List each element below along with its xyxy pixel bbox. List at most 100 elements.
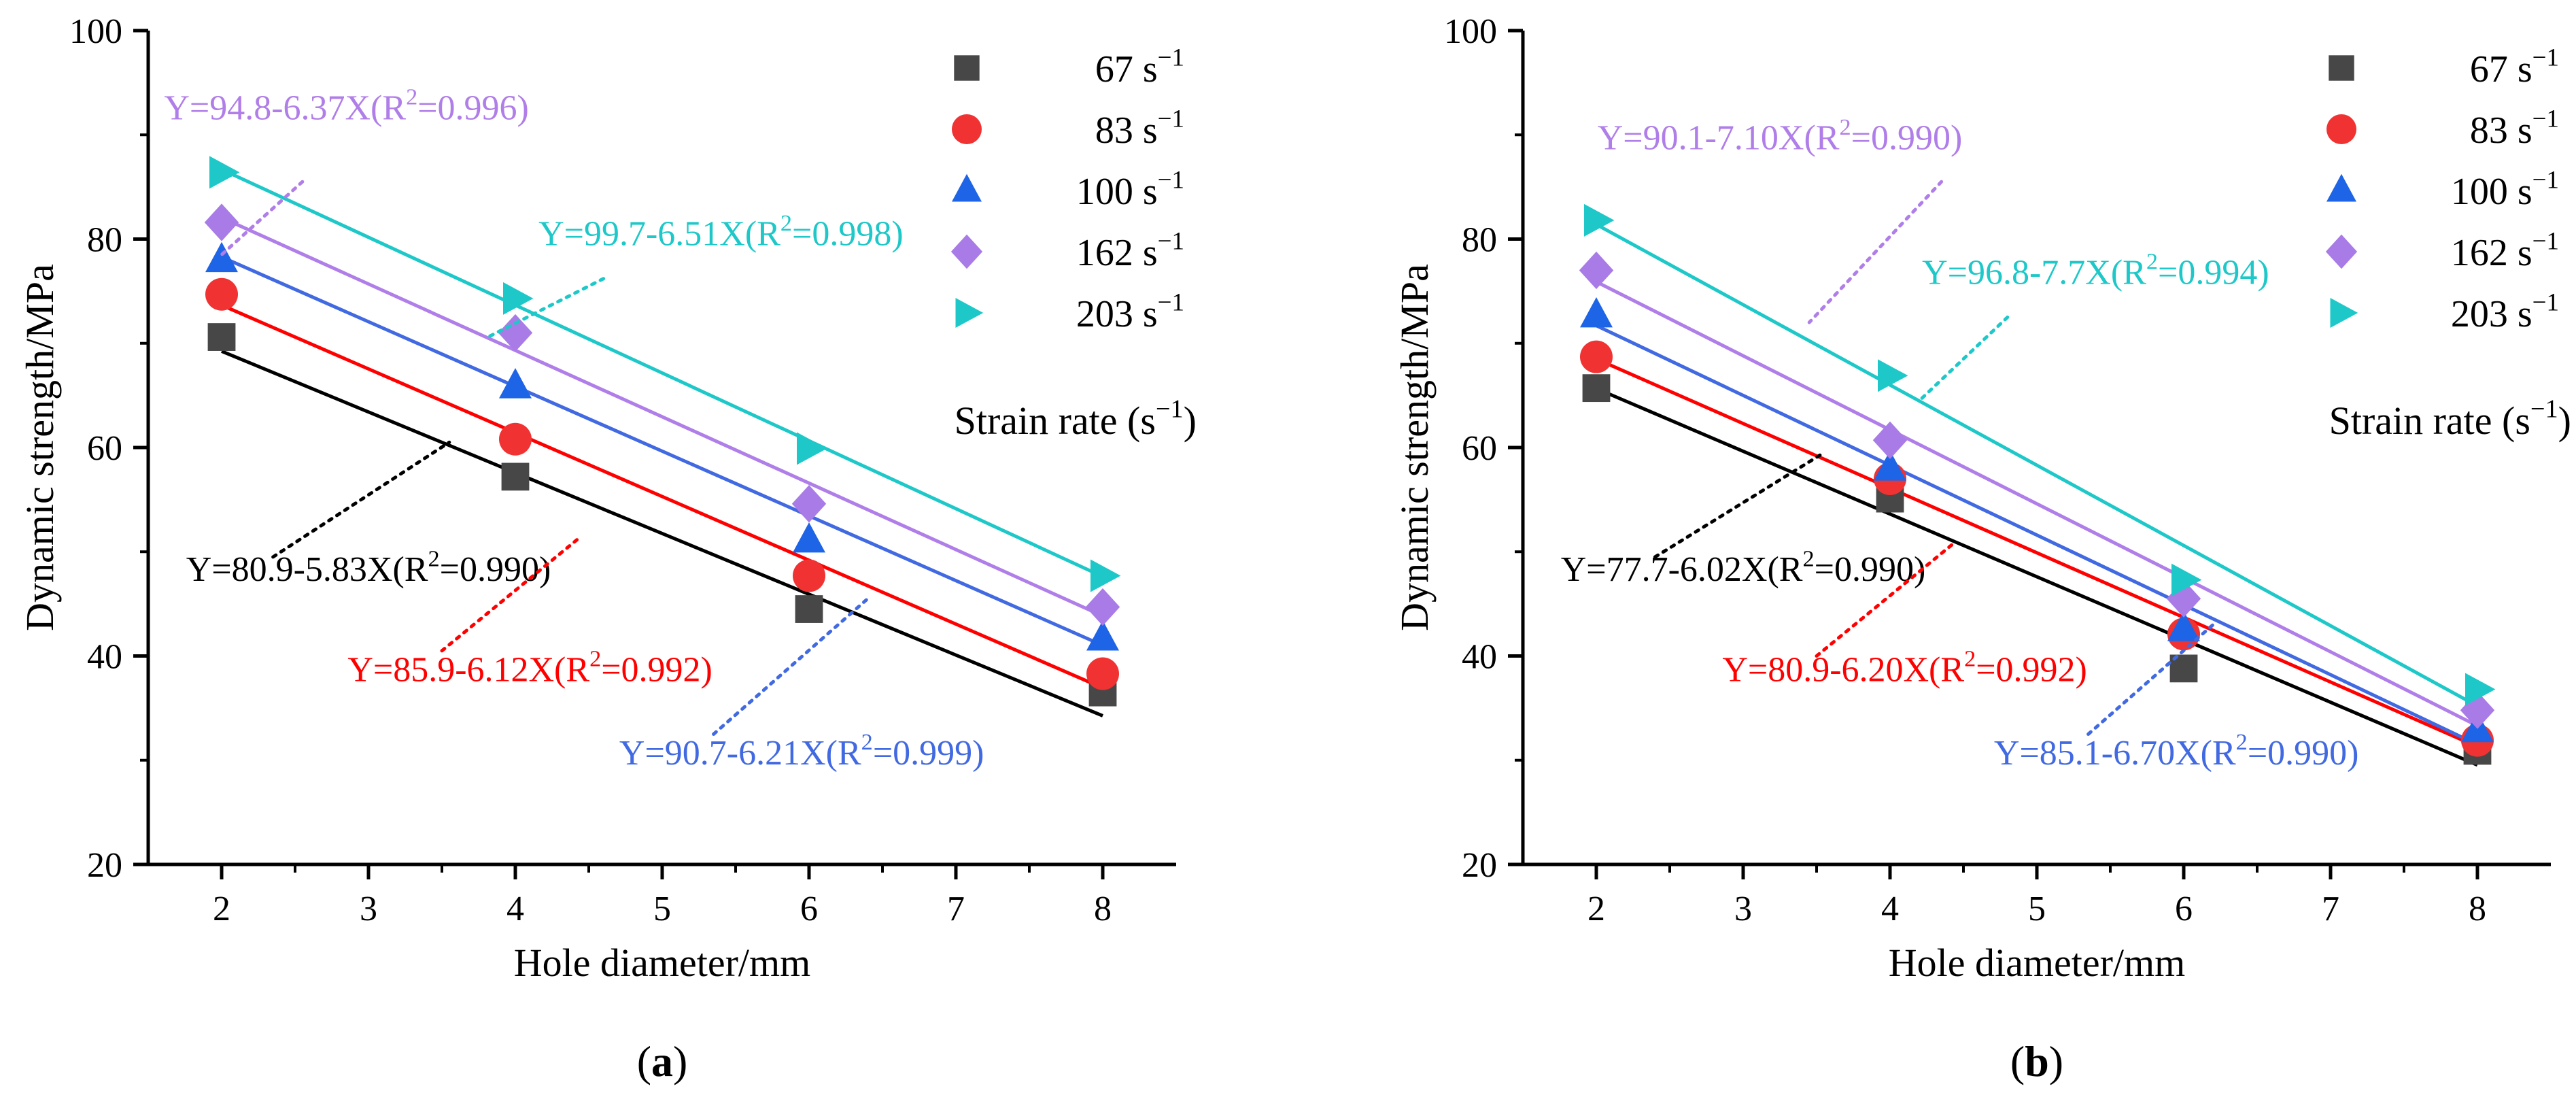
y-tick-label: 60 bbox=[87, 429, 122, 468]
data-point-83-8 bbox=[1086, 657, 1119, 690]
fit-lines bbox=[220, 167, 1104, 718]
data-point-83-4 bbox=[499, 422, 532, 456]
x-tick-label: 5 bbox=[653, 890, 671, 928]
data-point-162-2 bbox=[204, 203, 239, 241]
data-points bbox=[204, 156, 1121, 707]
annotation-leader-67 bbox=[1653, 451, 1826, 559]
fit-annotations: Y=90.1-7.10X(R2​=0.990) Y=96.8-7.7X(R2​=0… bbox=[1561, 114, 2359, 773]
data-point-203-8 bbox=[1090, 559, 1121, 592]
legend: 67 s−1​ 83 s−1​ 100 s−1​ 162 s−1​ 203 s−1​ St… bbox=[2325, 44, 2571, 443]
x-tick-label: 7 bbox=[947, 890, 965, 928]
y-tick-label: 80 bbox=[87, 221, 122, 260]
annotation-leader-83 bbox=[1815, 539, 1958, 658]
legend-marker-67 bbox=[954, 55, 980, 81]
annotation-leader-203 bbox=[484, 277, 606, 340]
y-axis-label: Dynamic strength/MPa bbox=[1392, 264, 1437, 631]
legend-marker-83 bbox=[2326, 114, 2356, 144]
data-point-100-4 bbox=[499, 368, 532, 399]
annotation-leader-162 bbox=[1807, 180, 1944, 324]
fit-line-100 bbox=[1595, 324, 2479, 747]
y-tick-label: 20 bbox=[1462, 846, 1497, 885]
fit-line-67 bbox=[221, 350, 1103, 718]
fit-equation-67: Y=80.9-5.83X(R2​=0.990) bbox=[186, 545, 551, 589]
annotation-leader-83 bbox=[440, 534, 583, 653]
fit-line-203 bbox=[220, 167, 1104, 578]
x-tick-label: 8 bbox=[1094, 890, 1112, 928]
data-point-162-8 bbox=[1085, 588, 1120, 626]
fit-equation-203: Y=96.8-7.7X(R2​=0.994) bbox=[1922, 249, 2269, 292]
y-tick-label: 100 bbox=[69, 12, 122, 51]
fit-line-83 bbox=[1595, 357, 2479, 749]
x-axis-label: Hole diameter/mm bbox=[1889, 941, 2185, 985]
data-point-162-4 bbox=[498, 314, 533, 352]
x-axis-label: Hole diameter/mm bbox=[514, 941, 810, 985]
annotation-leader-162 bbox=[220, 180, 305, 256]
data-point-162-8 bbox=[2460, 691, 2495, 729]
annotation-leader-67 bbox=[271, 440, 451, 559]
legend-marker-162 bbox=[2325, 234, 2358, 269]
legend-title: Strain rate (s−1​) bbox=[955, 395, 1197, 443]
legend-label-100: 100 s−1​ bbox=[1076, 167, 1184, 214]
data-point-162-6 bbox=[2166, 579, 2201, 618]
data-point-67-2 bbox=[1582, 374, 1611, 403]
x-tick-label: 6 bbox=[2175, 890, 2193, 928]
legend-label-162: 162 s−1​ bbox=[1076, 228, 1184, 275]
x-tick-label: 3 bbox=[1734, 890, 1752, 928]
data-point-162-6 bbox=[791, 485, 827, 523]
x-tick-label: 4 bbox=[1881, 890, 1899, 928]
data-point-162-4 bbox=[1872, 421, 1908, 459]
data-point-100-6 bbox=[793, 522, 825, 553]
fit-equation-100: Y=85.1-6.70X(R2​=0.990) bbox=[1994, 729, 2359, 773]
fit-equation-83: Y=80.9-6.20X(R2​=0.992) bbox=[1722, 645, 2087, 689]
legend-marker-203 bbox=[955, 298, 984, 328]
data-point-67-6 bbox=[795, 595, 823, 623]
legend-label-83: 83 s−1​ bbox=[1095, 105, 1184, 152]
y-tick-label: 60 bbox=[1462, 429, 1497, 468]
x-tick-label: 4 bbox=[506, 890, 524, 928]
legend: 67 s−1​ 83 s−1​ 100 s−1​ 162 s−1​ 203 s−1​ St… bbox=[950, 44, 1197, 443]
y-tick-label: 40 bbox=[1462, 638, 1497, 677]
data-point-83-2 bbox=[1580, 340, 1613, 373]
data-point-100-2 bbox=[205, 241, 238, 273]
panel-caption: (b) bbox=[2010, 1037, 2063, 1085]
data-point-203-4 bbox=[1878, 359, 1908, 392]
legend-label-67: 67 s−1​ bbox=[1095, 44, 1184, 91]
axes: 2 3 4 5 6 7 8 20 40 60 80 100 bbox=[69, 12, 1176, 928]
data-point-83-6 bbox=[793, 559, 825, 592]
data-point-67-4 bbox=[501, 462, 530, 491]
x-tick-label: 2 bbox=[1587, 890, 1605, 928]
legend-marker-203 bbox=[2330, 298, 2358, 328]
y-tick-label: 40 bbox=[87, 638, 122, 677]
legend-marker-67 bbox=[2329, 55, 2354, 81]
legend-label-203: 203 s−1​ bbox=[1076, 289, 1184, 336]
fit-equation-100: Y=90.7-6.21X(R2​=0.999) bbox=[619, 729, 984, 773]
fit-line-100 bbox=[220, 255, 1104, 647]
data-point-203-6 bbox=[797, 432, 827, 465]
fit-annotations: Y=94.8-6.37X(R2​=0.996) Y=99.7-6.51X(R2​=… bbox=[164, 84, 984, 772]
annotation-leader-100 bbox=[712, 596, 870, 736]
axes: 2 3 4 5 6 7 8 20 40 60 80 100 bbox=[1444, 12, 2551, 928]
data-point-67-2 bbox=[207, 323, 236, 351]
data-point-203-8 bbox=[2465, 673, 2496, 706]
data-point-203-4 bbox=[503, 282, 534, 315]
fit-equation-203: Y=99.7-6.51X(R2​=0.998) bbox=[538, 210, 904, 254]
data-point-83-2 bbox=[205, 277, 238, 311]
data-points bbox=[1579, 203, 2496, 765]
fit-line-162 bbox=[1595, 280, 2479, 728]
legend-label-203: 203 s−1​ bbox=[2451, 289, 2559, 336]
legend-marker-100 bbox=[952, 173, 982, 202]
chart-panel-a: 2 3 4 5 6 7 8 20 40 60 80 100 Hole diameter/mm Dynami… bbox=[18, 12, 1197, 1085]
fit-equation-162: Y=90.1-7.10X(R2​=0.990) bbox=[1598, 114, 1963, 158]
x-tick-label: 8 bbox=[2469, 890, 2486, 928]
data-point-162-2 bbox=[1579, 251, 1614, 290]
legend-title: Strain rate (s−1​) bbox=[2329, 395, 2571, 443]
annotation-leader-100 bbox=[2086, 623, 2215, 736]
panel-caption: (a) bbox=[637, 1037, 688, 1085]
panel-letter: a bbox=[651, 1037, 673, 1085]
y-axis-label: Dynamic strength/MPa bbox=[18, 264, 62, 631]
fit-equation-83: Y=85.9-6.12X(R2​=0.992) bbox=[347, 645, 712, 689]
legend-label-162: 162 s−1​ bbox=[2451, 228, 2559, 275]
x-tick-label: 6 bbox=[800, 890, 818, 928]
y-tick-label: 100 bbox=[1444, 12, 1497, 51]
